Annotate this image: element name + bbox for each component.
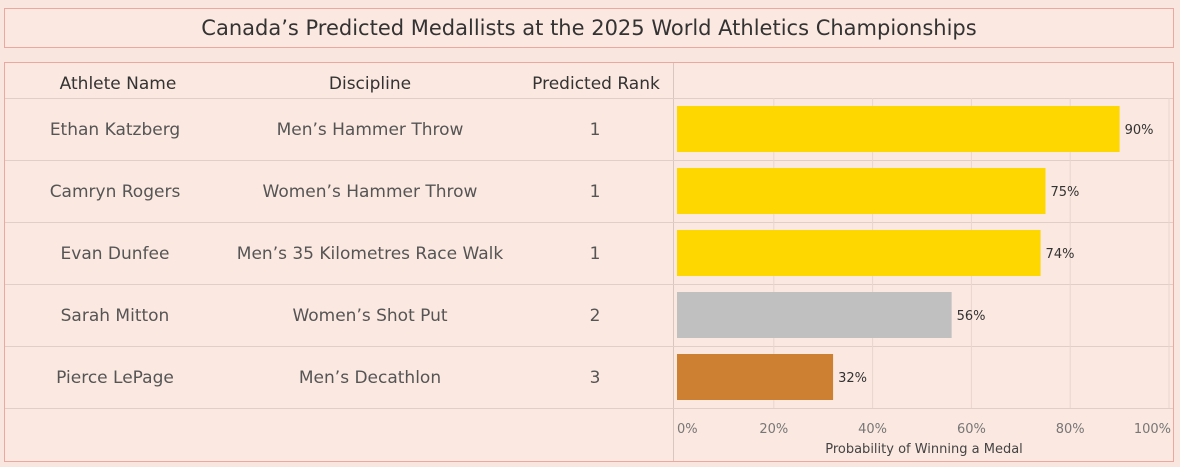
- discipline: Men’s 35 Kilometres Race Walk: [236, 244, 504, 264]
- bar-chart: 90% 75% 74% 56% 32% 0% 20% 40% 60% 80% 100% Probabi…: [677, 98, 1171, 457]
- data-label: 75%: [1051, 185, 1080, 200]
- x-tick-label: 40%: [858, 422, 887, 437]
- title-box: Canada’s Predicted Medallists at the 202…: [4, 8, 1174, 48]
- data-label: 32%: [838, 371, 867, 386]
- table-row-footer: [5, 408, 673, 461]
- bar: [677, 106, 1120, 152]
- chart-panel: Athlete Name Discipline Predicted Rank E…: [4, 62, 1174, 462]
- discipline: Men’s Hammer Throw: [276, 120, 464, 140]
- athlete-name: Sarah Mitton: [60, 306, 170, 326]
- predicted-rank: 1: [589, 182, 601, 202]
- x-tick-label: 60%: [957, 422, 986, 437]
- row-divider: [673, 160, 1173, 161]
- header-predicted-rank: Predicted Rank: [532, 74, 660, 94]
- row-divider: [673, 98, 1173, 99]
- table-row: Evan Dunfee Men’s 35 Kilometres Race Wal…: [5, 222, 673, 285]
- athlete-name: Pierce LePage: [56, 368, 174, 388]
- predicted-rank: 1: [589, 244, 601, 264]
- x-axis-title: Probability of Winning a Medal: [825, 442, 1023, 457]
- athlete-name: Evan Dunfee: [60, 244, 170, 264]
- discipline: Men’s Decathlon: [298, 368, 442, 388]
- data-label: 56%: [957, 309, 986, 324]
- predicted-rank: 2: [589, 306, 601, 326]
- table-row: Sarah Mitton Women’s Shot Put 2: [5, 284, 673, 347]
- predicted-rank: 3: [589, 368, 601, 388]
- data-label: 90%: [1125, 123, 1154, 138]
- row-divider: [673, 284, 1173, 285]
- data-label: 74%: [1046, 247, 1075, 262]
- row-divider: [673, 222, 1173, 223]
- row-divider: [673, 408, 1173, 409]
- page-title: Canada’s Predicted Medallists at the 202…: [201, 16, 977, 40]
- x-tick-label: 0%: [677, 422, 698, 437]
- bar: [677, 230, 1041, 276]
- athlete-name: Camryn Rogers: [49, 182, 181, 202]
- table-row: Pierce LePage Men’s Decathlon 3: [5, 346, 673, 409]
- x-tick-label: 80%: [1056, 422, 1085, 437]
- row-divider: [673, 346, 1173, 347]
- bar: [677, 292, 952, 338]
- bar: [677, 168, 1046, 214]
- header-discipline: Discipline: [328, 74, 412, 94]
- x-tick-label: 100%: [1134, 422, 1171, 437]
- predicted-rank: 1: [589, 120, 601, 140]
- x-tick-label: 20%: [759, 422, 788, 437]
- athlete-name: Ethan Katzberg: [49, 120, 181, 140]
- discipline: Women’s Shot Put: [292, 306, 448, 326]
- bar: [677, 354, 834, 400]
- table-row: Ethan Katzberg Men’s Hammer Throw 1: [5, 98, 673, 161]
- header-athlete-name: Athlete Name: [59, 74, 177, 94]
- discipline: Women’s Hammer Throw: [262, 182, 478, 202]
- column-divider: [673, 63, 674, 461]
- table-row: Camryn Rogers Women’s Hammer Throw 1: [5, 160, 673, 223]
